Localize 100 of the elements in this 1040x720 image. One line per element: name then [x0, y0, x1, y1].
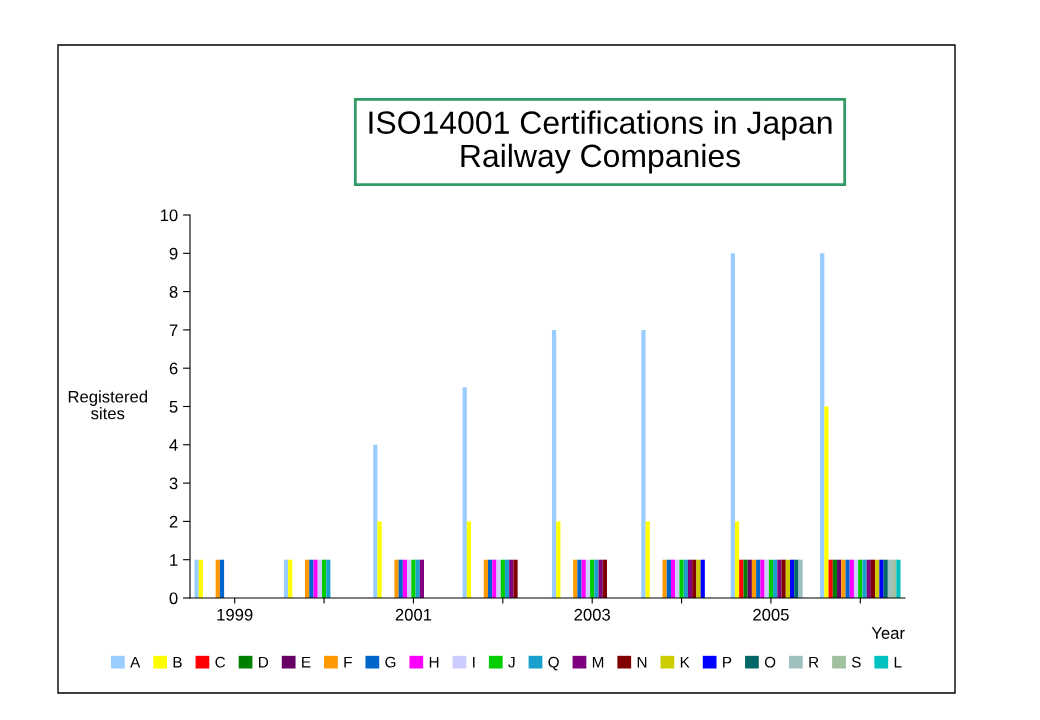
bar [687, 559, 693, 598]
bar [820, 253, 825, 598]
y-tick-label: 6 [169, 362, 178, 375]
bar [577, 559, 582, 598]
bar [402, 559, 408, 598]
bar [794, 559, 799, 598]
bar [317, 559, 322, 598]
legend-label: F [344, 656, 352, 668]
bar [683, 559, 688, 598]
x-tick-label: 2003 [574, 608, 610, 621]
bar [773, 559, 778, 598]
bar [892, 559, 897, 598]
y-tick-label: 0 [169, 592, 178, 605]
bar [411, 559, 416, 598]
legend-label: R [809, 656, 819, 668]
bar [407, 559, 412, 598]
x-tick-label: 2005 [753, 608, 789, 621]
bar [377, 521, 382, 598]
bar [743, 559, 748, 598]
legend-label: S [851, 656, 861, 668]
bar [585, 559, 591, 598]
bar [879, 559, 884, 598]
y-axis-title: Registered sites [68, 390, 147, 420]
bar [828, 559, 833, 598]
legend-label: N [637, 656, 647, 668]
y-tick-label: 3 [169, 477, 178, 490]
bar [513, 559, 518, 598]
bar [764, 559, 769, 598]
bar [675, 559, 680, 598]
legend-label: G [385, 656, 396, 668]
bar [198, 559, 203, 598]
bar [849, 559, 854, 598]
bar [462, 387, 467, 598]
y-tick-label: 1 [170, 554, 178, 566]
bar [870, 559, 876, 598]
bar [700, 559, 705, 598]
bar [556, 521, 561, 598]
bar [500, 559, 505, 598]
bar [492, 559, 497, 598]
legend-label: M [592, 656, 604, 668]
bar [581, 559, 586, 598]
y-tick-label: 9 [169, 247, 178, 260]
y-tick-label: 5 [169, 401, 178, 413]
bar [590, 559, 595, 598]
bar [883, 559, 888, 598]
bar [219, 559, 225, 598]
bar [504, 559, 510, 598]
bar [394, 559, 399, 598]
bar [734, 521, 740, 598]
bar [594, 559, 599, 598]
x-axis-title: Year [871, 627, 905, 639]
bar [283, 559, 289, 598]
legend-label: O [764, 656, 776, 668]
bar [215, 559, 220, 598]
legend-label: B [173, 656, 182, 668]
bar [747, 559, 752, 598]
legend-label: D [259, 656, 269, 668]
bar [756, 559, 761, 598]
bar [837, 559, 842, 598]
bar [313, 559, 318, 598]
bar [862, 559, 867, 598]
bar [692, 559, 697, 598]
bar [781, 559, 786, 598]
bar [321, 559, 327, 598]
legend-label: Q [548, 656, 559, 671]
bar [739, 559, 744, 598]
bar [598, 559, 603, 598]
legend-label: K [680, 656, 690, 668]
bar [551, 329, 557, 598]
bar [768, 559, 774, 598]
bar [573, 559, 578, 598]
bar [483, 559, 488, 598]
legend-label: H [429, 656, 439, 668]
bar [398, 559, 403, 598]
bar [875, 559, 880, 598]
bar [288, 559, 293, 598]
bar [662, 559, 667, 598]
bar [415, 559, 420, 598]
x-tick-label: 2001 [395, 608, 432, 621]
bar [194, 559, 199, 598]
bar [777, 559, 782, 598]
bar [832, 559, 838, 598]
legend-label: L [894, 656, 902, 668]
bar [841, 559, 846, 598]
legend-label: A [130, 656, 141, 668]
bar [509, 559, 514, 598]
bar [760, 559, 765, 598]
y-tick-label: 7 [169, 324, 178, 336]
legend-label: P [723, 656, 732, 668]
y-tick-label: 8 [169, 286, 178, 298]
bar [670, 559, 676, 598]
bar [785, 559, 790, 598]
bar [641, 329, 646, 598]
x-tick-label: 1999 [217, 608, 253, 621]
bar [305, 559, 310, 598]
bar [751, 559, 757, 598]
bar [326, 559, 331, 598]
legend-label: J [508, 656, 515, 668]
bar [488, 559, 493, 598]
legend-label: C [215, 656, 226, 668]
